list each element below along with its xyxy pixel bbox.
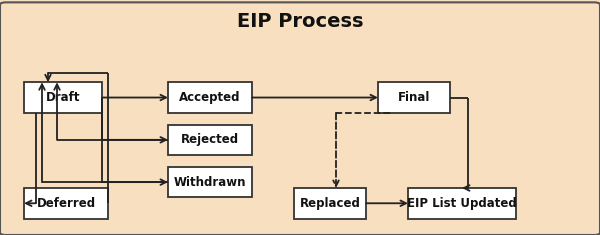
FancyBboxPatch shape [294, 188, 366, 219]
FancyBboxPatch shape [24, 188, 108, 219]
Text: Draft: Draft [46, 91, 80, 104]
FancyBboxPatch shape [24, 82, 102, 113]
Text: Final: Final [398, 91, 430, 104]
Text: Rejected: Rejected [181, 133, 239, 146]
FancyBboxPatch shape [168, 167, 252, 197]
FancyBboxPatch shape [408, 188, 516, 219]
FancyBboxPatch shape [168, 82, 252, 113]
FancyBboxPatch shape [168, 125, 252, 155]
Text: Withdrawn: Withdrawn [174, 176, 246, 189]
Text: EIP Process: EIP Process [237, 12, 363, 31]
FancyBboxPatch shape [378, 82, 450, 113]
Text: Accepted: Accepted [179, 91, 241, 104]
Text: Deferred: Deferred [37, 197, 95, 210]
Text: Replaced: Replaced [299, 197, 361, 210]
Text: EIP List Updated: EIP List Updated [407, 197, 517, 210]
